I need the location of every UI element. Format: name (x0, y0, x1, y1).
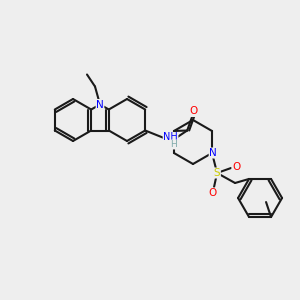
Text: S: S (214, 168, 220, 178)
Text: O: O (232, 162, 240, 172)
Text: O: O (208, 188, 216, 198)
Text: H: H (170, 140, 177, 149)
Text: N: N (96, 100, 104, 110)
Text: N: N (209, 148, 217, 158)
Text: O: O (189, 106, 197, 116)
Text: NH: NH (163, 133, 178, 142)
